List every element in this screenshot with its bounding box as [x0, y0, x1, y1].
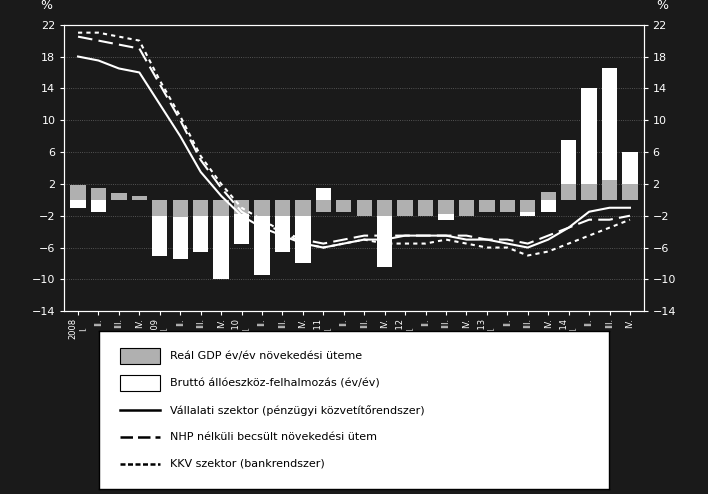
Bar: [336, 200, 351, 204]
Bar: [377, 200, 392, 267]
Bar: [173, 200, 188, 259]
Bar: [336, 200, 351, 212]
Bar: [213, 200, 229, 216]
Text: Reál GDP év/év növekedési üteme: Reál GDP év/év növekedési üteme: [171, 351, 362, 361]
Bar: [120, 375, 160, 391]
Bar: [500, 200, 515, 212]
Bar: [438, 200, 454, 220]
Bar: [295, 200, 311, 263]
Bar: [377, 200, 392, 216]
Bar: [602, 180, 617, 200]
Bar: [132, 196, 147, 200]
Text: KKV szektor (bankrendszer): KKV szektor (bankrendszer): [171, 459, 325, 469]
Bar: [316, 188, 331, 200]
Bar: [152, 200, 168, 255]
Bar: [234, 200, 249, 214]
Bar: [357, 200, 372, 212]
Bar: [418, 200, 433, 216]
Bar: [500, 200, 515, 212]
Bar: [111, 194, 127, 200]
Bar: [520, 200, 535, 212]
Bar: [173, 200, 188, 217]
Bar: [91, 200, 106, 212]
Text: Vállalati szektor (pénzügyi közvetítőrendszer): Vállalati szektor (pénzügyi közvetítőren…: [171, 405, 425, 415]
Bar: [540, 200, 556, 212]
Bar: [397, 200, 413, 216]
Bar: [275, 200, 290, 216]
Bar: [540, 192, 556, 200]
Bar: [70, 185, 86, 200]
Bar: [316, 200, 331, 212]
Bar: [295, 200, 311, 216]
Text: Bruttó állóeszköz-felhalmozás (év/év): Bruttó állóeszköz-felhalmozás (év/év): [171, 378, 380, 388]
Bar: [70, 200, 86, 208]
Bar: [111, 196, 127, 200]
Bar: [479, 200, 495, 212]
Bar: [438, 200, 454, 214]
Bar: [234, 200, 249, 244]
Text: NHP nélküli becsült növekedési ütem: NHP nélküli becsült növekedési ütem: [171, 432, 377, 442]
Bar: [581, 88, 597, 200]
Bar: [213, 200, 229, 280]
Bar: [459, 200, 474, 216]
Bar: [581, 184, 597, 200]
Bar: [479, 200, 495, 208]
Bar: [561, 140, 576, 200]
Bar: [120, 348, 160, 364]
Bar: [520, 200, 535, 216]
Bar: [254, 200, 270, 216]
Bar: [91, 188, 106, 200]
Bar: [602, 69, 617, 200]
Bar: [254, 200, 270, 276]
Bar: [418, 200, 433, 216]
Bar: [132, 196, 147, 200]
Bar: [357, 200, 372, 216]
Bar: [622, 184, 638, 200]
Text: %: %: [40, 0, 52, 12]
Bar: [561, 184, 576, 200]
Bar: [193, 200, 208, 251]
Bar: [193, 200, 208, 216]
Bar: [622, 152, 638, 200]
Bar: [459, 200, 474, 216]
Text: %: %: [656, 0, 668, 12]
Bar: [152, 200, 168, 216]
Bar: [397, 200, 413, 212]
Bar: [275, 200, 290, 251]
